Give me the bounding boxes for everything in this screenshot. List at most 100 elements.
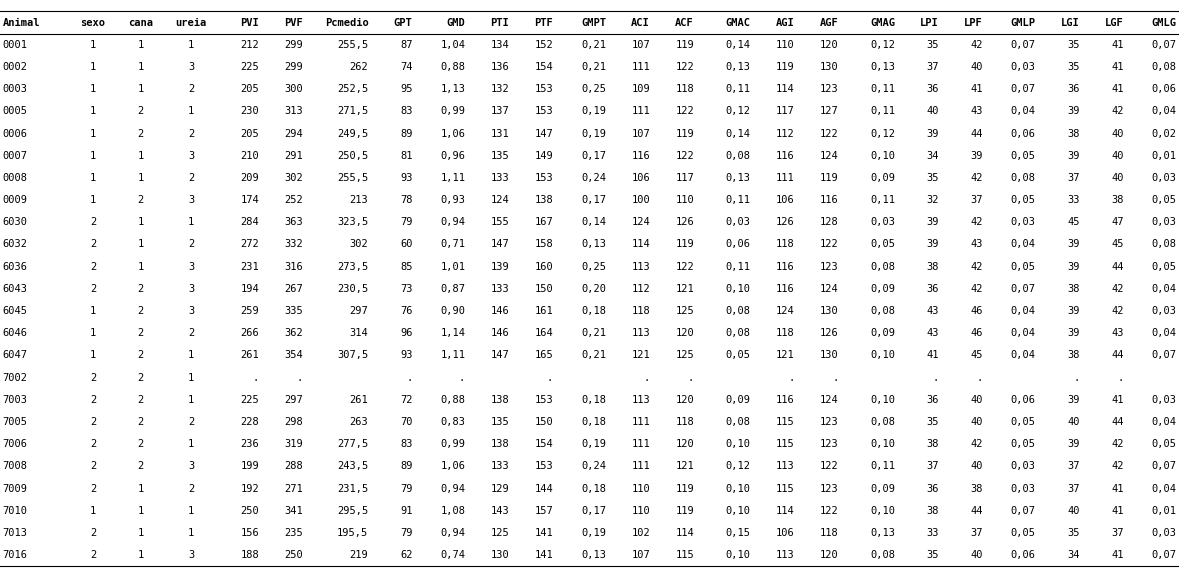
Text: 1,04: 1,04	[440, 39, 466, 50]
Text: 33: 33	[927, 528, 940, 538]
Text: 1: 1	[187, 39, 195, 50]
Text: 259: 259	[241, 306, 259, 316]
Text: 6046: 6046	[2, 328, 27, 338]
Text: 112: 112	[631, 284, 650, 294]
Text: 3: 3	[187, 306, 195, 316]
Text: 35: 35	[1067, 62, 1080, 72]
Text: 122: 122	[676, 62, 694, 72]
Text: 314: 314	[350, 328, 368, 338]
Text: 43: 43	[927, 328, 940, 338]
Text: 35: 35	[1067, 39, 1080, 50]
Text: 0,88: 0,88	[440, 62, 466, 72]
Text: 0,05: 0,05	[1010, 195, 1036, 205]
Text: 122: 122	[819, 506, 838, 516]
Text: 39: 39	[927, 217, 940, 227]
Text: 0,93: 0,93	[440, 195, 466, 205]
Text: 136: 136	[490, 62, 509, 72]
Text: 2: 2	[138, 462, 144, 471]
Text: 0,19: 0,19	[581, 528, 606, 538]
Text: 111: 111	[631, 106, 650, 116]
Text: 124: 124	[819, 284, 838, 294]
Text: 113: 113	[776, 462, 795, 471]
Text: 0,13: 0,13	[870, 528, 895, 538]
Text: 107: 107	[631, 129, 650, 138]
Text: 0,03: 0,03	[1152, 217, 1177, 227]
Text: 110: 110	[631, 506, 650, 516]
Text: 0,10: 0,10	[725, 439, 751, 449]
Text: 42: 42	[970, 439, 983, 449]
Text: 39: 39	[1067, 240, 1080, 249]
Text: 0,11: 0,11	[725, 261, 751, 272]
Text: 7003: 7003	[2, 395, 27, 405]
Text: 119: 119	[676, 39, 694, 50]
Text: 354: 354	[284, 351, 303, 360]
Text: 118: 118	[776, 328, 795, 338]
Text: 39: 39	[1067, 150, 1080, 161]
Text: 42: 42	[1112, 306, 1124, 316]
Text: 81: 81	[400, 150, 413, 161]
Text: 0,13: 0,13	[870, 62, 895, 72]
Text: 0,94: 0,94	[440, 483, 466, 494]
Text: 149: 149	[534, 150, 553, 161]
Text: 33: 33	[1067, 195, 1080, 205]
Text: 126: 126	[819, 328, 838, 338]
Text: 295,5: 295,5	[337, 506, 368, 516]
Text: 1: 1	[187, 506, 195, 516]
Text: 0,10: 0,10	[725, 506, 751, 516]
Text: 0,07: 0,07	[1010, 84, 1036, 94]
Text: 0,03: 0,03	[1010, 217, 1036, 227]
Text: PTI: PTI	[490, 18, 509, 27]
Text: 60: 60	[400, 240, 413, 249]
Text: 0005: 0005	[2, 106, 27, 116]
Text: 2: 2	[138, 106, 144, 116]
Text: 0,07: 0,07	[1010, 284, 1036, 294]
Text: 0,25: 0,25	[581, 84, 606, 94]
Text: 0,08: 0,08	[1152, 62, 1177, 72]
Text: 118: 118	[631, 306, 650, 316]
Text: 300: 300	[284, 84, 303, 94]
Text: 111: 111	[631, 462, 650, 471]
Text: 154: 154	[534, 62, 553, 72]
Text: 153: 153	[534, 84, 553, 94]
Text: 0009: 0009	[2, 195, 27, 205]
Text: 1: 1	[90, 106, 97, 116]
Text: 126: 126	[776, 217, 795, 227]
Text: 1: 1	[138, 550, 144, 560]
Text: 0,18: 0,18	[581, 306, 606, 316]
Text: 0,09: 0,09	[725, 395, 751, 405]
Text: 0,19: 0,19	[581, 106, 606, 116]
Text: 213: 213	[350, 195, 368, 205]
Text: 0,09: 0,09	[870, 284, 895, 294]
Text: 39: 39	[1067, 395, 1080, 405]
Text: 0,99: 0,99	[440, 106, 466, 116]
Text: 37: 37	[1112, 528, 1124, 538]
Text: AGF: AGF	[819, 18, 838, 27]
Text: 113: 113	[631, 261, 650, 272]
Text: 115: 115	[676, 550, 694, 560]
Text: 0,03: 0,03	[870, 217, 895, 227]
Text: 225: 225	[241, 62, 259, 72]
Text: 2: 2	[138, 306, 144, 316]
Text: .: .	[832, 372, 838, 383]
Text: 2: 2	[90, 395, 97, 405]
Text: 120: 120	[819, 39, 838, 50]
Text: 43: 43	[927, 306, 940, 316]
Text: 150: 150	[534, 417, 553, 427]
Text: 0,13: 0,13	[725, 173, 751, 183]
Text: 0,18: 0,18	[581, 483, 606, 494]
Text: 7013: 7013	[2, 528, 27, 538]
Text: 0,07: 0,07	[1152, 550, 1177, 560]
Text: 0,03: 0,03	[1152, 306, 1177, 316]
Text: 323,5: 323,5	[337, 217, 368, 227]
Text: 291: 291	[284, 150, 303, 161]
Text: 150: 150	[534, 284, 553, 294]
Text: 38: 38	[1067, 129, 1080, 138]
Text: 40: 40	[970, 62, 983, 72]
Text: 38: 38	[1112, 195, 1124, 205]
Text: 297: 297	[284, 395, 303, 405]
Text: 0,10: 0,10	[870, 506, 895, 516]
Text: 266: 266	[241, 328, 259, 338]
Text: 96: 96	[400, 328, 413, 338]
Text: 6030: 6030	[2, 217, 27, 227]
Text: 128: 128	[819, 217, 838, 227]
